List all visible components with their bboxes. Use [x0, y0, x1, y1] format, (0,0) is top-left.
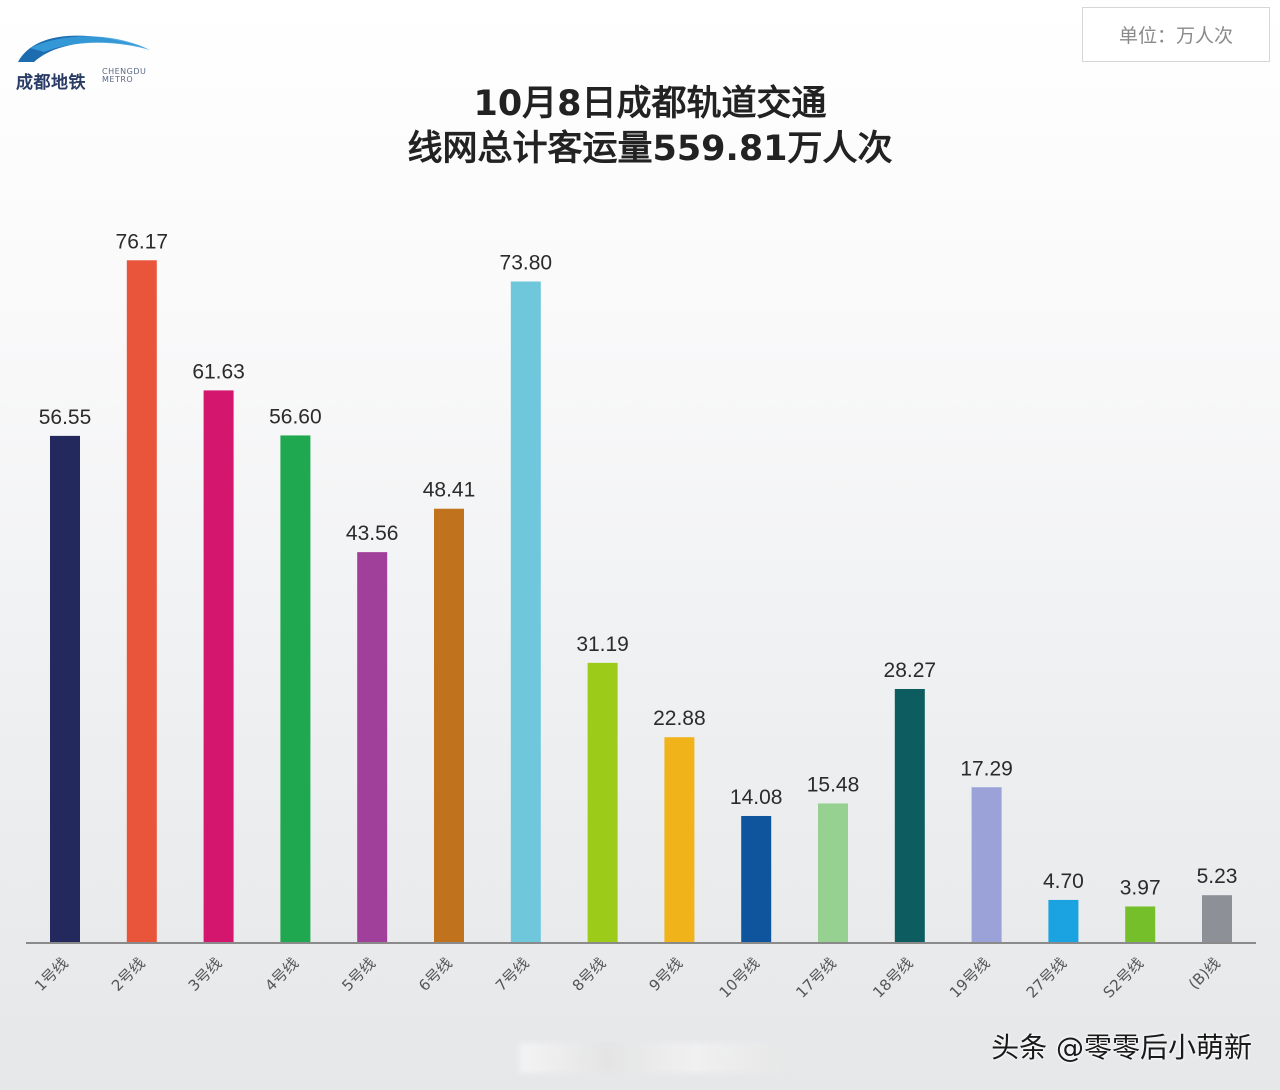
unit-label: 单位：万人次 — [1118, 25, 1233, 47]
bar-2 — [126, 260, 157, 942]
blurred-footer-text — [520, 1043, 782, 1073]
bar-7 — [510, 281, 541, 942]
bar-12 — [894, 688, 925, 942]
value-label-13: 17.29 — [960, 757, 1013, 780]
watermark: 头条 @零零后小萌新 — [991, 1031, 1252, 1064]
value-label-16: 5.23 — [1197, 865, 1238, 888]
bar-6 — [434, 508, 464, 942]
chart-title-line-1: 10月8日成都轨道交通 — [473, 84, 827, 124]
value-label-15: 3.97 — [1120, 876, 1161, 899]
value-label-5: 43.56 — [346, 522, 399, 545]
value-label-2: 76.17 — [116, 230, 169, 253]
category-label-8: 8号线 — [569, 954, 610, 995]
bar-11 — [818, 803, 848, 942]
category-label-3: 3号线 — [185, 954, 226, 995]
logo-english-text: CHENGDU METRO — [102, 67, 147, 84]
logo-arc-icon — [18, 35, 150, 62]
value-label-12: 28.27 — [884, 659, 937, 682]
bar-13 — [971, 787, 1002, 942]
chart-title-line-2: 线网总计客运量559.81万人次 — [407, 129, 893, 169]
bar-16 — [1202, 895, 1232, 942]
value-label-14: 4.70 — [1043, 870, 1084, 893]
value-label-10: 14.08 — [730, 786, 783, 809]
category-label-1: 1号线 — [31, 954, 72, 995]
bar-10 — [741, 815, 772, 942]
category-label-16: (B)线 — [1185, 954, 1224, 993]
category-label-5: 5号线 — [338, 954, 379, 995]
value-label-7: 73.80 — [500, 251, 553, 274]
category-label-15: S2号线 — [1100, 954, 1147, 1001]
value-label-3: 61.63 — [192, 360, 245, 383]
category-label-11: 17号线 — [792, 954, 839, 1001]
category-label-9: 9号线 — [646, 954, 687, 995]
logo-text: 成都地铁 — [16, 73, 86, 93]
category-label-13: 19号线 — [946, 954, 993, 1001]
category-label-12: 18号线 — [869, 954, 916, 1001]
category-label-7: 7号线 — [492, 954, 533, 995]
value-label-6: 48.41 — [423, 479, 476, 502]
value-label-9: 22.88 — [653, 707, 706, 730]
bar-9 — [664, 737, 695, 942]
category-label-14: 27号线 — [1023, 954, 1070, 1001]
unit-label-box: 单位：万人次 — [1082, 7, 1270, 62]
value-label-8: 31.19 — [576, 633, 629, 656]
category-label-6: 6号线 — [415, 954, 456, 995]
chengdu-metro-logo: 成都地铁 CHENGDU METRO — [14, 26, 164, 93]
bar-1 — [50, 435, 80, 942]
value-label-4: 56.60 — [269, 405, 322, 428]
category-label-2: 2号线 — [108, 954, 149, 995]
bar-8 — [587, 662, 618, 942]
bar-4 — [280, 435, 311, 942]
value-label-11: 15.48 — [807, 773, 860, 796]
bar-14 — [1048, 899, 1079, 942]
bar-3 — [203, 390, 234, 942]
value-label-1: 56.55 — [39, 406, 92, 429]
category-label-10: 10号线 — [716, 954, 763, 1001]
category-label-4: 4号线 — [262, 954, 303, 995]
bar-15 — [1125, 906, 1156, 942]
bar-5 — [357, 552, 388, 942]
